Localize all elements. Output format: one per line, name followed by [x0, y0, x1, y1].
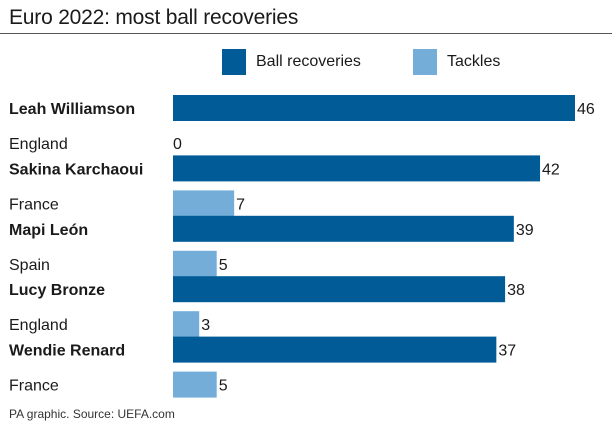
- bar-tackles: [173, 190, 235, 217]
- player-country-label: Spain: [9, 257, 50, 274]
- data-label-tackles: 5: [219, 257, 228, 274]
- bar-tackles: [173, 371, 217, 398]
- bar-ball-recoveries: [173, 95, 575, 121]
- bar-ball-recoveries: [173, 155, 541, 182]
- player-name-label: Sakina Karchaoui: [9, 161, 143, 178]
- chart-title: Euro 2022: most ball recoveries: [9, 6, 299, 29]
- bar-ball-recoveries: [173, 215, 514, 242]
- data-label-tackles: 0: [173, 136, 182, 153]
- player-country-label: France: [9, 196, 59, 213]
- player-name-label: Mapi León: [9, 222, 88, 239]
- title-divider: [0, 33, 612, 34]
- data-label-ball-recoveries: 38: [507, 282, 525, 299]
- player-country-label: France: [9, 378, 59, 395]
- player-name-label: Wendie Renard: [9, 343, 125, 360]
- data-label-tackles: 5: [219, 378, 228, 395]
- bar-tackles: [173, 311, 200, 338]
- data-label-ball-recoveries: 46: [577, 101, 595, 118]
- legend-swatch-tackles: [413, 49, 437, 75]
- data-label-tackles: 3: [201, 317, 210, 334]
- bar-chart: Leah Williamson England 46 0 Sakina Karchaou…: [9, 95, 595, 398]
- source-credit: PA graphic. Source: UEFA.com: [9, 407, 175, 421]
- data-label-ball-recoveries: 39: [516, 222, 534, 239]
- player-name-label: Leah Williamson: [9, 101, 135, 118]
- legend-label-recoveries: Ball recoveries: [256, 53, 361, 70]
- legend-label-tackles: Tackles: [447, 53, 501, 70]
- player-country-label: England: [9, 136, 68, 153]
- data-label-ball-recoveries: 42: [542, 161, 560, 178]
- legend-swatch-recoveries: [222, 49, 246, 75]
- bar-tackles: [173, 250, 217, 277]
- bar-ball-recoveries: [173, 336, 497, 363]
- bar-ball-recoveries: [173, 276, 506, 303]
- data-label-tackles: 7: [236, 196, 245, 213]
- player-name-label: Lucy Bronze: [9, 282, 105, 299]
- data-label-ball-recoveries: 37: [498, 343, 516, 360]
- player-country-label: England: [9, 317, 68, 334]
